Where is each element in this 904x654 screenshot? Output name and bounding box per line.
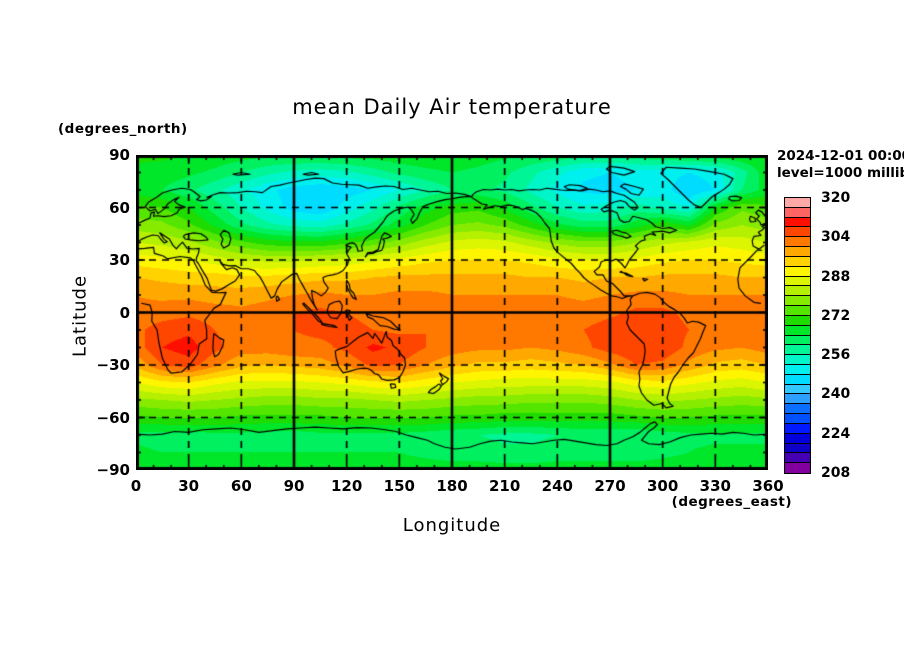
colorbar-tick-label: 288 bbox=[821, 268, 851, 285]
x-tick-label: 180 bbox=[436, 477, 468, 495]
x-tick-label: 60 bbox=[230, 477, 252, 495]
x-tick-label: 360 bbox=[752, 477, 784, 495]
y-axis-unit-label: (degrees_north) bbox=[58, 121, 188, 137]
y-tick-label: 30 bbox=[109, 251, 130, 269]
x-tick-label: 150 bbox=[383, 477, 415, 495]
x-tick-label: 0 bbox=[130, 477, 142, 495]
x-tick-label: 300 bbox=[647, 477, 679, 495]
temperature-map-canvas bbox=[136, 155, 768, 470]
x-tick-label: 30 bbox=[178, 477, 200, 495]
colorbar-tick-label: 240 bbox=[821, 386, 851, 403]
x-tick-label: 270 bbox=[594, 477, 626, 495]
y-tick-label: 90 bbox=[109, 146, 130, 164]
y-tick-label: 60 bbox=[109, 198, 130, 217]
y-axis-title: Latitude bbox=[69, 274, 91, 358]
y-tick-label: −60 bbox=[96, 408, 130, 427]
x-tick-label: 90 bbox=[283, 477, 305, 495]
colorbar-tick-label: 304 bbox=[821, 229, 851, 246]
x-axis-unit-label: (degrees_east) bbox=[671, 494, 792, 510]
colorbar-cell bbox=[784, 462, 811, 474]
x-tick-label: 210 bbox=[489, 477, 521, 495]
y-tick-label: −90 bbox=[96, 461, 130, 479]
x-axis-title: Longitude bbox=[402, 515, 502, 536]
colorbar-tick-label: 320 bbox=[821, 190, 851, 206]
plot-title: mean Daily Air temperature bbox=[292, 95, 612, 119]
y-tick-label: 0 bbox=[119, 303, 130, 322]
timestamp-label: 2024-12-01 00:00 bbox=[777, 148, 904, 164]
plot-annotation: 2024-12-01 00:00 level=1000 millibars bbox=[777, 148, 904, 182]
x-tick-label: 240 bbox=[541, 477, 573, 495]
level-label: level=1000 millibars bbox=[777, 165, 904, 181]
x-tick-label: 330 bbox=[699, 477, 731, 495]
y-tick-label: −30 bbox=[96, 356, 130, 374]
colorbar-tick-label: 224 bbox=[821, 425, 851, 442]
colorbar-tick-label: 256 bbox=[821, 347, 851, 364]
x-tick-label: 120 bbox=[331, 477, 363, 495]
colorbar-tick-label: 272 bbox=[821, 307, 851, 324]
colorbar-tick-label: 208 bbox=[821, 465, 851, 481]
